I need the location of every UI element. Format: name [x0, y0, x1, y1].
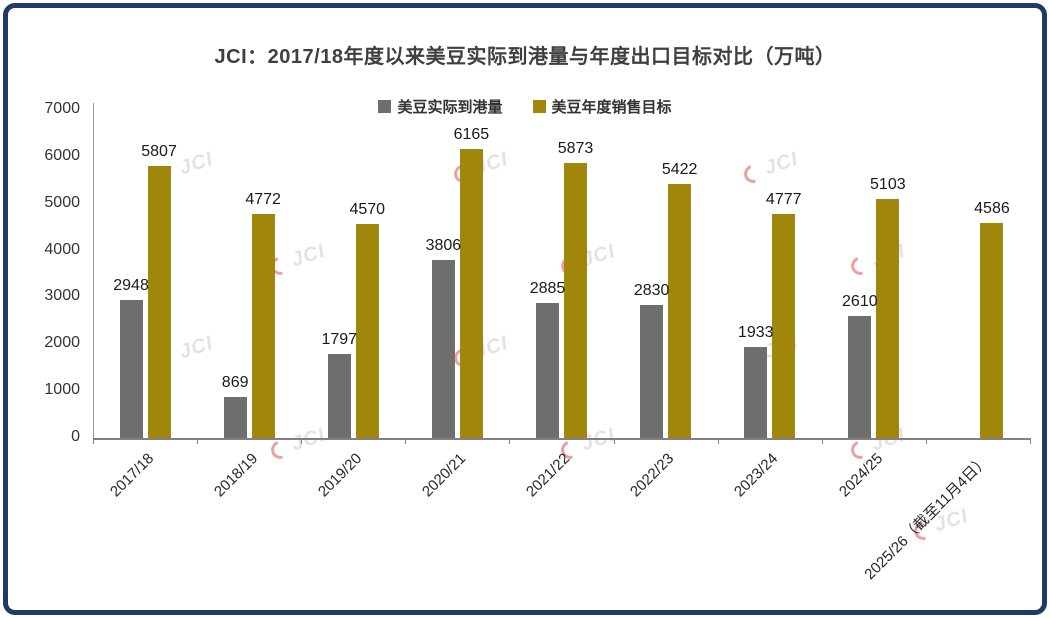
watermark: JCI: [740, 147, 801, 187]
y-axis-label: 3000: [44, 287, 80, 305]
y-axis-line: [93, 103, 94, 438]
x-axis-label-text: 2025/26（截至11月4日）: [861, 452, 993, 584]
x-axis-line: [93, 438, 1030, 440]
y-axis-label: 5000: [44, 193, 80, 211]
bar-target: [355, 223, 379, 438]
y-axis-label: 4000: [44, 240, 80, 258]
bar-target: [251, 214, 275, 438]
x-axis-tick: [821, 438, 823, 444]
bar-value-label: 4586: [974, 200, 1010, 218]
y-axis-label: 6000: [44, 146, 80, 164]
x-axis-tick: [509, 438, 511, 444]
bar-value-label: 5873: [557, 139, 594, 157]
legend-swatch-target: [532, 100, 546, 113]
x-axis-tick: [405, 438, 407, 444]
watermark-text: JCI: [288, 239, 328, 272]
bar-actual: [536, 302, 559, 438]
y-axis-label: 0: [71, 428, 80, 445]
x-axis-tick: [1030, 438, 1031, 444]
watermark-text: JCI: [288, 423, 328, 456]
bar-value-label: 5422: [661, 160, 698, 178]
bar-actual: [327, 353, 351, 438]
x-axis-label-text: 2020/21: [419, 450, 470, 501]
bar-target: [147, 165, 171, 438]
legend-item-target: 美豆年度销售目标: [532, 96, 672, 117]
bar-value-label: 4772: [245, 191, 281, 209]
y-axis-label: 2000: [44, 334, 80, 352]
legend-swatch-actual: [378, 100, 392, 113]
chart-frame: JCI：2017/18年度以来美豆实际到港量与年度出口目标对比（万吨） 美豆实际…: [3, 3, 1047, 615]
bar-target: [980, 223, 1004, 438]
bar-value-label: 5103: [870, 175, 906, 193]
x-axis-tick: [925, 438, 927, 444]
x-axis-tick: [717, 438, 719, 444]
bar-actual: [119, 299, 143, 438]
watermark: JCI: [267, 239, 328, 279]
watermark-text: JCI: [176, 331, 216, 364]
chart-title: JCI：2017/18年度以来美豆实际到港量与年度出口目标对比（万吨）: [214, 46, 836, 68]
bar-actual: [640, 305, 664, 438]
plot-area: JCIJCIJCIJCIJCIJCIJCIJCIJCIJCIJCIJCIJCI0…: [8, 8, 1042, 610]
legend-label-actual: 美豆实际到港量: [397, 99, 503, 116]
x-axis-tick: [93, 438, 94, 444]
watermark: JCI: [267, 423, 328, 463]
bar-target: [876, 198, 900, 438]
y-axis-label: 1000: [44, 381, 80, 399]
bar-target: [459, 149, 483, 438]
bar-actual: [223, 397, 247, 438]
bar-value-label: 869: [221, 374, 249, 392]
bar-value-label: 2830: [633, 282, 670, 300]
bar-value-label: 2948: [113, 276, 149, 294]
legend: 美豆实际到港量 美豆年度销售目标: [8, 96, 1042, 117]
legend-item-actual: 美豆实际到港量: [378, 96, 503, 117]
x-axis-label-text: 2018/19: [210, 450, 262, 501]
bar-value-label: 4777: [765, 191, 802, 209]
bar-target: [668, 183, 692, 438]
x-axis-tick: [301, 438, 303, 444]
x-axis-label-text: 2017/18: [106, 450, 158, 501]
bar-value-label: 1797: [321, 330, 358, 348]
x-axis-label-text: 2023/24: [731, 450, 782, 501]
watermark-text: JCI: [761, 147, 801, 180]
x-axis-label-text: 2019/20: [314, 450, 366, 501]
x-axis-label-text: 2021/22: [523, 450, 574, 501]
bar-value-label: 6165: [453, 126, 490, 144]
y-axis-label: 7000: [44, 100, 80, 117]
bar-value-label: 3806: [425, 236, 462, 254]
bar-value-label: 2885: [529, 279, 566, 297]
x-axis-tick: [613, 438, 615, 444]
bar-value-label: 2610: [842, 292, 878, 310]
x-axis-tick: [197, 438, 199, 444]
legend-label-target: 美豆年度销售目标: [551, 99, 672, 116]
x-axis-label-text: 2022/23: [627, 450, 678, 501]
bar-actual: [848, 315, 872, 438]
bar-actual: [431, 259, 455, 438]
bar-actual: [744, 347, 768, 438]
jci-logo-icon: [740, 161, 766, 186]
jci-logo-icon: [267, 437, 293, 462]
bar-target: [564, 162, 587, 438]
bar-value-label: 5807: [141, 142, 177, 160]
bar-value-label: 4570: [349, 200, 386, 218]
jci-logo-icon: [847, 253, 873, 278]
bar-target: [772, 214, 796, 438]
bar-value-label: 1933: [737, 324, 774, 342]
